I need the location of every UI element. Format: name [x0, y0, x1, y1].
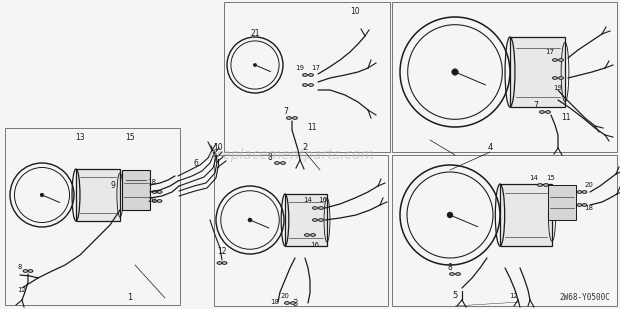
Text: 8: 8: [268, 153, 272, 162]
Ellipse shape: [450, 273, 454, 275]
Text: 19: 19: [554, 85, 562, 91]
Text: 2W68-Y0500C: 2W68-Y0500C: [559, 293, 610, 302]
Text: 19: 19: [296, 65, 304, 71]
Bar: [500, 184, 552, 246]
Text: 16: 16: [311, 242, 319, 248]
Text: 16: 16: [319, 197, 327, 203]
Text: 6: 6: [193, 159, 198, 167]
Ellipse shape: [577, 204, 582, 206]
Bar: [548, 185, 576, 220]
Ellipse shape: [304, 234, 309, 236]
Text: 4: 4: [487, 143, 493, 153]
Text: 12: 12: [217, 248, 227, 256]
Text: 20: 20: [281, 293, 290, 299]
Ellipse shape: [286, 117, 291, 119]
Text: 3: 3: [292, 298, 298, 307]
Ellipse shape: [303, 84, 308, 86]
Text: 21: 21: [250, 28, 260, 37]
Text: 10: 10: [213, 143, 223, 153]
Ellipse shape: [312, 219, 317, 221]
Ellipse shape: [157, 200, 162, 202]
Text: 15: 15: [125, 133, 135, 142]
Text: 11: 11: [308, 124, 317, 133]
Text: ereplacementparts.com: ereplacementparts.com: [208, 147, 374, 162]
Ellipse shape: [456, 273, 461, 275]
Text: 15: 15: [547, 175, 556, 181]
Text: 17: 17: [546, 49, 554, 55]
Text: 20: 20: [148, 197, 156, 203]
Text: 1: 1: [127, 294, 133, 303]
Text: 20: 20: [585, 182, 593, 188]
Ellipse shape: [546, 111, 551, 113]
Ellipse shape: [312, 207, 317, 209]
Ellipse shape: [152, 191, 157, 193]
Bar: [122, 170, 150, 210]
Ellipse shape: [285, 302, 290, 304]
Ellipse shape: [552, 59, 557, 61]
Text: 18: 18: [270, 299, 280, 305]
Bar: [214, 155, 388, 306]
Text: 5: 5: [453, 291, 458, 300]
Ellipse shape: [281, 162, 285, 164]
Circle shape: [254, 63, 257, 67]
Ellipse shape: [303, 74, 308, 76]
Bar: [392, 2, 617, 152]
Bar: [76, 169, 120, 221]
Ellipse shape: [309, 84, 314, 86]
Ellipse shape: [217, 262, 222, 264]
Text: 14: 14: [529, 175, 538, 181]
Ellipse shape: [539, 111, 544, 113]
Ellipse shape: [582, 191, 587, 193]
Text: 8: 8: [448, 263, 453, 272]
Bar: [285, 194, 327, 246]
Ellipse shape: [559, 59, 564, 61]
Ellipse shape: [28, 270, 33, 272]
Text: 14: 14: [304, 197, 312, 203]
Ellipse shape: [157, 191, 162, 193]
Ellipse shape: [544, 184, 549, 186]
Text: 11: 11: [561, 113, 571, 122]
Text: 7: 7: [534, 101, 538, 111]
Circle shape: [452, 69, 458, 75]
Text: 7: 7: [283, 108, 288, 116]
Text: 10: 10: [350, 7, 360, 16]
Text: 9: 9: [110, 180, 115, 189]
Ellipse shape: [275, 162, 280, 164]
Ellipse shape: [222, 262, 227, 264]
Ellipse shape: [577, 191, 582, 193]
Text: 18: 18: [148, 179, 156, 185]
Text: 18: 18: [585, 205, 593, 211]
Ellipse shape: [582, 204, 587, 206]
Ellipse shape: [538, 184, 542, 186]
Text: 17: 17: [311, 65, 321, 71]
Bar: [392, 155, 617, 306]
Text: 13: 13: [75, 133, 85, 142]
Text: 12: 12: [17, 287, 27, 293]
Ellipse shape: [552, 77, 557, 79]
Text: 12: 12: [510, 293, 518, 299]
Ellipse shape: [319, 219, 324, 221]
Circle shape: [447, 212, 453, 218]
Ellipse shape: [152, 200, 157, 202]
Text: 8: 8: [18, 264, 22, 270]
Bar: [5, 128, 180, 305]
Ellipse shape: [309, 74, 314, 76]
Circle shape: [40, 193, 44, 197]
Bar: [510, 37, 565, 107]
Circle shape: [248, 218, 252, 222]
Bar: [224, 2, 390, 152]
Ellipse shape: [291, 302, 295, 304]
Ellipse shape: [293, 117, 298, 119]
Ellipse shape: [559, 77, 564, 79]
Text: 2: 2: [303, 143, 308, 153]
Ellipse shape: [319, 207, 324, 209]
Ellipse shape: [23, 270, 28, 272]
Ellipse shape: [311, 234, 316, 236]
